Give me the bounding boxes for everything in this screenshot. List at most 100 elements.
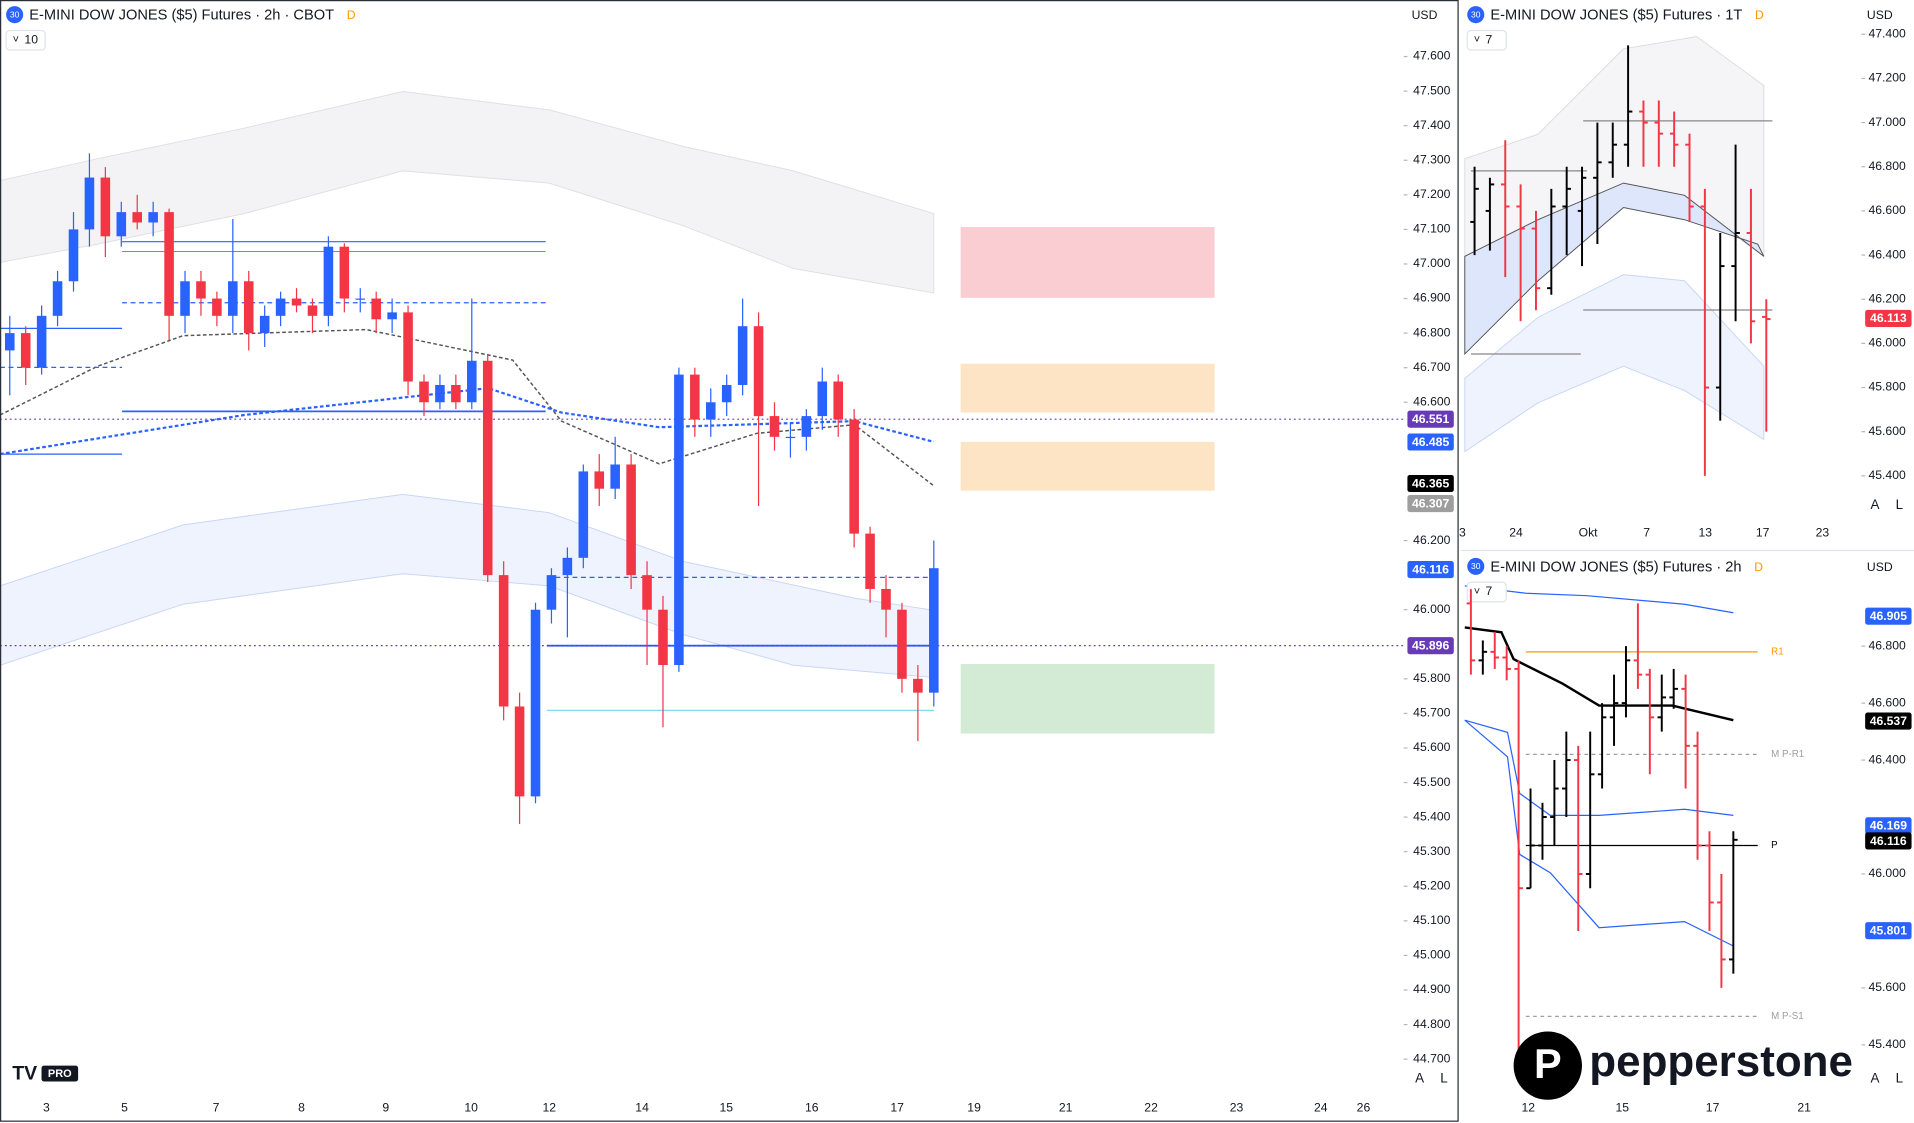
indicator-toggle[interactable] — [1466, 29, 1507, 51]
candle-body — [817, 381, 828, 417]
zone — [960, 363, 1215, 413]
price-badge-label: 46.307 — [1412, 496, 1449, 510]
chart-title: E-MINI DOW JONES ($5) Futures · 1T — [1490, 8, 1742, 24]
vwap-band — [1464, 719, 1734, 947]
y-tick-label: 46.200 — [1413, 533, 1450, 547]
y-tick-label: 46.800 — [1868, 638, 1905, 652]
indicator-toggle[interactable] — [5, 29, 46, 51]
x-tick-label: Okt — [1579, 526, 1599, 540]
x-tick-label: 7 — [213, 1101, 220, 1115]
scale-mode[interactable]: L — [1440, 1071, 1448, 1086]
candle-body — [705, 402, 716, 420]
candle-body — [626, 464, 636, 576]
scale-mode[interactable]: L — [1896, 1071, 1904, 1086]
y-tick-label: 47.000 — [1413, 256, 1450, 270]
scale-mode[interactable]: A — [1415, 1071, 1424, 1086]
scale-mode[interactable]: A — [1870, 1071, 1879, 1086]
candle-body — [514, 706, 525, 797]
x-tick-label: 16 — [805, 1101, 819, 1115]
y-tick-label: 45.400 — [1413, 809, 1450, 823]
currency[interactable]: USD — [1412, 8, 1438, 22]
candle-body — [610, 464, 620, 489]
candle-body — [116, 212, 127, 237]
indicator-toggle[interactable] — [1466, 581, 1507, 603]
candle-body — [690, 374, 700, 420]
x-tick-label: 5 — [121, 1101, 128, 1115]
x-tick-label: 9 — [382, 1101, 389, 1115]
currency[interactable]: USD — [1867, 8, 1893, 22]
candle-body — [275, 298, 286, 316]
currency[interactable]: USD — [1867, 560, 1893, 574]
candle-body — [833, 381, 843, 420]
price-badge — [1865, 712, 1912, 730]
price-badge-label: 46.169 — [1870, 819, 1907, 833]
candle-body — [243, 281, 254, 334]
candle-body — [913, 678, 923, 693]
candle-body — [721, 384, 732, 403]
candle-body — [403, 312, 413, 382]
chart-title: E-MINI DOW JONES ($5) Futures · 2h — [1490, 559, 1741, 575]
x-tick-label: 17 — [1756, 526, 1770, 540]
x-tick-label: 12 — [1521, 1101, 1535, 1115]
price-badge-label: 45.801 — [1870, 923, 1907, 937]
indicator-count: 7 — [1486, 33, 1493, 47]
y-tick-label: 46.900 — [1413, 291, 1450, 305]
price-badge-label: 46.551 — [1412, 412, 1449, 426]
scale-mode[interactable]: A — [1870, 497, 1879, 512]
y-tick-label: 45.400 — [1868, 1037, 1905, 1051]
level-label: M P-S1 — [1771, 1011, 1804, 1022]
y-tick-label: 47.200 — [1868, 71, 1905, 85]
candle-body — [530, 609, 541, 797]
y-tick-label: 46.700 — [1413, 360, 1450, 374]
indicator-count: 10 — [24, 33, 38, 47]
price-badge-label: 46.113 — [1870, 311, 1907, 325]
x-tick-label: 7 — [1643, 526, 1650, 540]
x-tick-label: 8 — [298, 1101, 305, 1115]
x-tick-label: 23 — [1230, 1101, 1244, 1115]
price-badge-label: 46.116 — [1870, 834, 1907, 848]
y-tick-label: 45.700 — [1413, 706, 1450, 720]
x-tick-label: 24 — [1509, 526, 1523, 540]
x-tick-label: 21 — [1797, 1101, 1811, 1115]
y-tick-label: 47.400 — [1413, 118, 1450, 132]
candle-body — [355, 298, 366, 300]
x-tick-label: 19 — [967, 1101, 981, 1115]
x-tick-label: 13 — [1698, 526, 1712, 540]
candle-body — [371, 298, 381, 320]
y-tick-label: 45.100 — [1413, 913, 1450, 927]
y-tick-label: 46.600 — [1868, 695, 1905, 709]
symbol-icon — [1467, 6, 1485, 24]
price-badge-label: 46.485 — [1412, 435, 1449, 449]
candle-body — [881, 588, 891, 610]
y-tick-label: 46.000 — [1413, 602, 1450, 616]
zone — [960, 441, 1215, 491]
logo-glyph: P — [1534, 1040, 1562, 1087]
indicator-chevron: ˅ — [1474, 586, 1480, 598]
candle-body — [658, 609, 668, 666]
zone — [960, 664, 1215, 734]
x-tick-label: 14 — [635, 1101, 649, 1115]
price-badge — [1865, 309, 1912, 327]
candle-body — [674, 374, 684, 666]
candle-body — [323, 246, 334, 316]
candle-body — [849, 419, 859, 534]
candle-body — [52, 281, 63, 316]
scale-mode[interactable]: L — [1896, 497, 1904, 512]
price-badge-label: 46.116 — [1412, 562, 1449, 576]
data-badge: D — [347, 8, 356, 22]
logo-text: pepperstone — [1589, 1037, 1853, 1086]
price-badge — [1407, 410, 1454, 428]
platform-mark: TV — [12, 1062, 37, 1084]
y-tick-label: 47.000 — [1868, 115, 1905, 129]
y-tick-label: 47.200 — [1413, 187, 1450, 201]
x-tick-label: 3 — [43, 1101, 50, 1115]
indicator-chevron: ˅ — [1474, 34, 1480, 46]
price-badge — [1865, 817, 1912, 835]
candle-body — [387, 312, 397, 320]
candle-body — [467, 360, 477, 403]
candle-body — [100, 177, 111, 237]
price-badge — [1407, 495, 1454, 513]
x-tick-label: 12 — [543, 1101, 557, 1115]
symbol-icon-label: 30 — [1471, 561, 1481, 571]
